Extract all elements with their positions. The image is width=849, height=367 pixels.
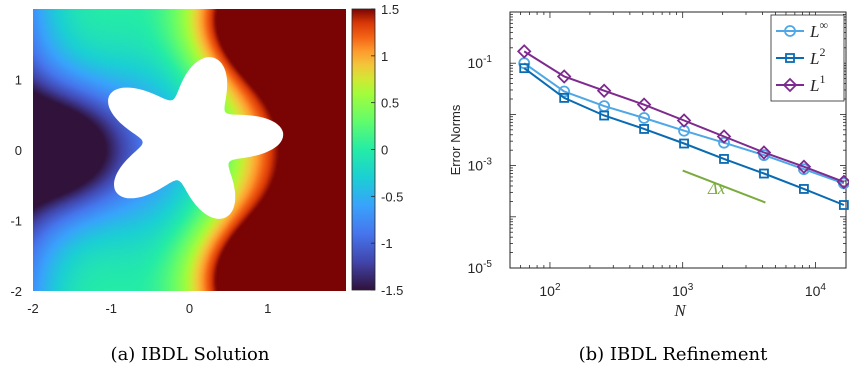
slope-label: Δx bbox=[707, 179, 726, 198]
data-point bbox=[599, 110, 610, 121]
caption-a: (a) IBDL Solution bbox=[111, 344, 270, 365]
refinement-plot: 102 103 104 10-110-310-5 Error Norms N Δx … bbox=[448, 11, 849, 320]
heatmap-y-tick-label: 1 bbox=[15, 73, 22, 88]
data-point bbox=[838, 200, 849, 210]
heatmap-panel: -2 -1 0 1 1 0 -1 -2 bbox=[10, 9, 346, 316]
series-layer bbox=[516, 44, 849, 210]
data-point bbox=[718, 136, 730, 149]
data-point bbox=[756, 145, 772, 160]
data-point bbox=[596, 83, 612, 98]
data-point bbox=[796, 159, 812, 175]
star-hole bbox=[108, 57, 284, 219]
colorbar-tick-label: 0.5 bbox=[381, 96, 399, 111]
slope-annotation: Δx bbox=[682, 169, 766, 204]
data-point bbox=[559, 93, 570, 103]
plot-frame bbox=[509, 11, 847, 269]
heatmap-x-tick-label: 0 bbox=[186, 301, 193, 316]
colorbar-tick-label: -1 bbox=[381, 236, 393, 251]
legend-marker bbox=[785, 53, 795, 63]
data-point bbox=[639, 124, 649, 134]
series-line bbox=[523, 67, 845, 206]
x-tick-label: 104 bbox=[805, 282, 827, 299]
data-point bbox=[759, 168, 769, 179]
y-tick-label: 10-1 bbox=[468, 54, 493, 71]
series-diamond bbox=[516, 44, 849, 190]
x-tick-label: 102 bbox=[539, 282, 561, 299]
heatmap-y-tick-label: -1 bbox=[10, 214, 22, 229]
data-point bbox=[636, 97, 652, 112]
heatmap-x-tick-label: -2 bbox=[27, 301, 39, 316]
legend: L∞ L2 L1 bbox=[770, 14, 845, 102]
colorbar-tick-label: -1.5 bbox=[381, 283, 403, 298]
x-axis-label: N bbox=[673, 301, 687, 320]
heatmap-y-tick-label: 0 bbox=[15, 143, 22, 158]
plot-y-ticks: 10-1 10-3 10-5 bbox=[468, 11, 846, 276]
data-point bbox=[836, 174, 849, 190]
heatmap-x-tick-label: 1 bbox=[264, 301, 271, 316]
legend-entry: L∞ bbox=[776, 18, 828, 41]
colorbar: 1.5 1 0.5 0 -0.5 -1 -1.5 bbox=[351, 2, 403, 298]
data-point bbox=[719, 154, 729, 164]
y-axis-label: Error Norms bbox=[448, 104, 463, 175]
caption-b: (b) IBDL Refinement bbox=[579, 344, 769, 365]
plot-x-ticks: 102 103 104 bbox=[509, 12, 827, 299]
colorbar-tick-label: -0.5 bbox=[381, 189, 403, 204]
heatmap-x-tick-label: -1 bbox=[105, 301, 117, 316]
y-tick-label: 10-5 bbox=[468, 259, 493, 276]
data-point bbox=[556, 69, 572, 84]
data-point bbox=[676, 113, 692, 128]
legend-label: L∞ bbox=[809, 18, 828, 41]
colorbar-tick-label: 0 bbox=[381, 143, 388, 158]
data-point bbox=[799, 184, 809, 194]
legend-entry: L1 bbox=[776, 72, 825, 95]
series-square bbox=[519, 63, 849, 210]
colorbar-tick-label: 1 bbox=[381, 49, 388, 64]
series-line bbox=[523, 50, 845, 183]
data-point bbox=[716, 129, 732, 144]
x-tick-label: 103 bbox=[672, 282, 694, 299]
legend-label: L1 bbox=[809, 72, 825, 95]
heatmap-y-ticks: 1 0 -1 -2 bbox=[10, 73, 22, 300]
data-point bbox=[638, 112, 650, 124]
data-point bbox=[519, 63, 530, 74]
heatmap-y-tick-label: -2 bbox=[10, 284, 22, 299]
legend-marker bbox=[784, 25, 796, 37]
legend-marker bbox=[782, 77, 798, 93]
series-line bbox=[523, 62, 845, 185]
legend-label: L2 bbox=[809, 45, 825, 68]
heatmap-x-ticks: -2 -1 0 1 bbox=[27, 301, 271, 316]
data-point bbox=[558, 85, 571, 98]
legend-entry: L2 bbox=[776, 45, 825, 68]
slope-line bbox=[682, 169, 766, 204]
data-point bbox=[679, 138, 689, 149]
colorbar-ticks: 1.5 1 0.5 0 -0.5 -1 -1.5 bbox=[371, 2, 403, 298]
data-point bbox=[516, 44, 532, 59]
colorbar-tick-label: 1.5 bbox=[381, 2, 399, 17]
y-tick-label: 10-3 bbox=[468, 157, 493, 174]
